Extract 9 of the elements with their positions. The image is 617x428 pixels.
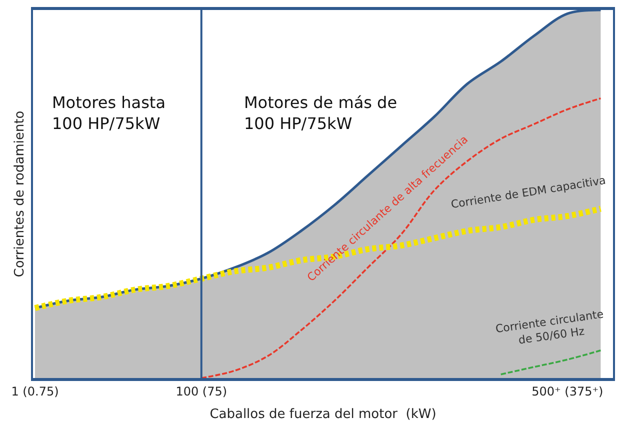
text: Corriente circulante de 50/60 Hz	[494, 308, 605, 347]
x-axis-title: Caballos de fuerza del motor (kW)	[210, 407, 436, 422]
annotation: Motores hasta 100 HP/75kW	[52, 93, 166, 133]
text: Corriente de EDM capacitiva	[450, 174, 607, 212]
x-tick-label: 1 (0.75)	[11, 384, 59, 398]
x-tick-label: 100 (75)	[176, 384, 228, 398]
annotation: Motores de más de 100 HP/75kW	[244, 93, 398, 133]
y-axis-title: Corrientes de rodamiento	[12, 110, 28, 278]
x-tick-label: 500⁺ (375⁺)	[532, 384, 604, 398]
